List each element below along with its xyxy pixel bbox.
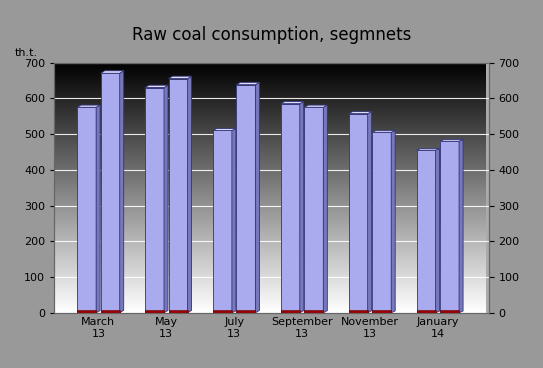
Polygon shape [232, 128, 236, 313]
Bar [349, 310, 368, 313]
Bar [168, 79, 187, 313]
Bar [304, 107, 323, 313]
Bar [440, 310, 459, 313]
Polygon shape [349, 112, 371, 114]
Polygon shape [164, 85, 168, 313]
Bar [281, 310, 300, 313]
Bar [213, 310, 232, 313]
Bar [100, 310, 119, 313]
Polygon shape [440, 139, 463, 141]
Polygon shape [416, 148, 439, 150]
Polygon shape [304, 105, 327, 107]
Bar [77, 310, 96, 313]
Bar [440, 141, 459, 313]
Polygon shape [300, 102, 304, 313]
Bar [100, 73, 119, 313]
Polygon shape [77, 105, 100, 107]
Polygon shape [255, 82, 260, 313]
Bar [145, 310, 164, 313]
Bar [416, 150, 435, 313]
Polygon shape [213, 128, 236, 131]
Bar [349, 114, 368, 313]
Bar [168, 310, 187, 313]
Polygon shape [281, 102, 304, 104]
Bar [281, 104, 300, 313]
Polygon shape [100, 71, 124, 73]
Polygon shape [96, 105, 100, 313]
Polygon shape [372, 130, 395, 132]
Bar [416, 310, 435, 313]
Polygon shape [168, 76, 192, 79]
Bar [372, 310, 391, 313]
Bar [236, 85, 255, 313]
Bar [372, 132, 391, 313]
Polygon shape [187, 76, 192, 313]
Text: th.t.: th.t. [15, 47, 39, 57]
Polygon shape [435, 148, 439, 313]
Bar [304, 310, 323, 313]
Polygon shape [391, 130, 395, 313]
Polygon shape [323, 105, 327, 313]
Bar [236, 310, 255, 313]
Bar [213, 131, 232, 313]
Polygon shape [236, 82, 260, 85]
Bar [77, 107, 96, 313]
Polygon shape [459, 139, 463, 313]
Text: Raw coal consumption, segmnets: Raw coal consumption, segmnets [132, 26, 411, 44]
Polygon shape [119, 71, 124, 313]
Polygon shape [368, 112, 371, 313]
Bar [145, 88, 164, 313]
Polygon shape [145, 85, 168, 88]
